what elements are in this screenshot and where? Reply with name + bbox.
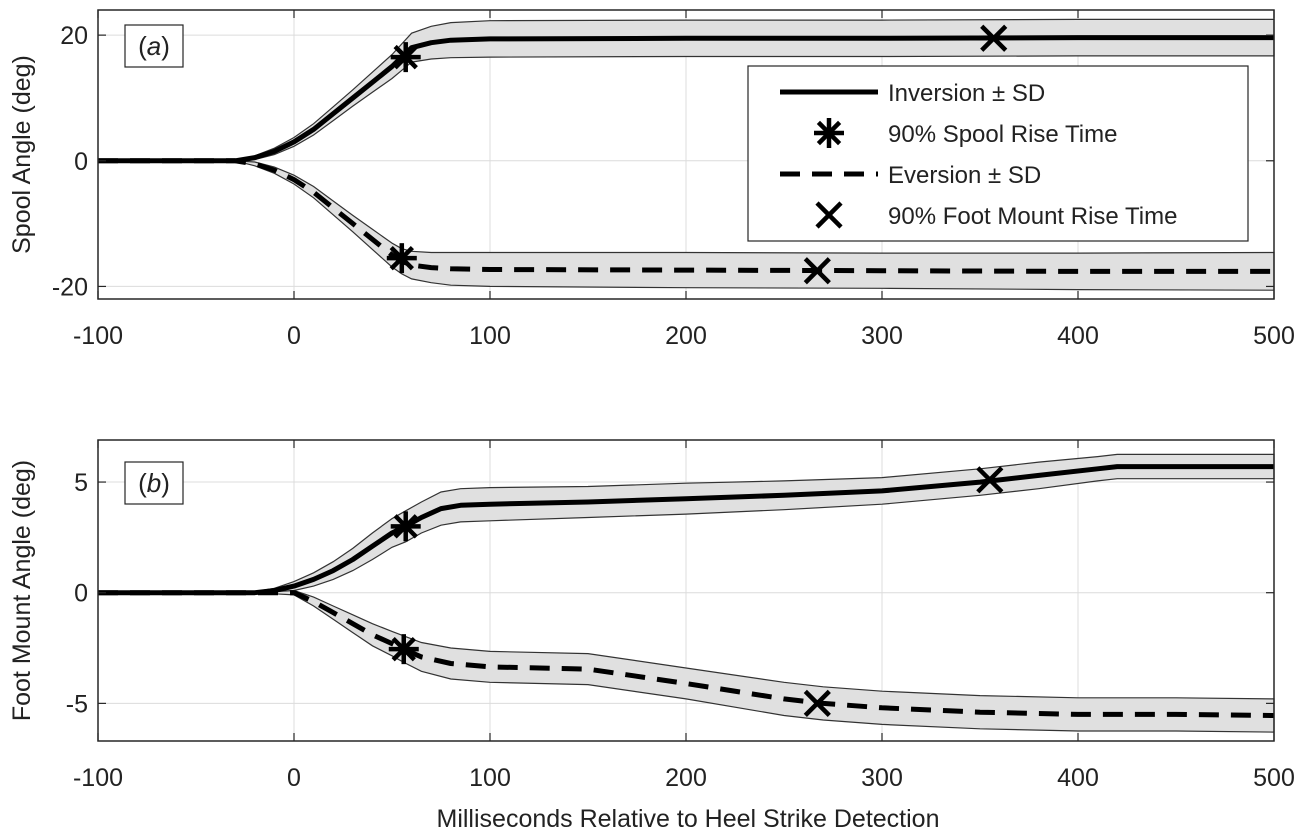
panel-label-letter: b [147,468,161,498]
x-tick-label: 200 [665,764,707,792]
panel-label: (b) [138,468,170,498]
x-tick-label: 300 [861,322,903,350]
panel-label-letter: a [147,31,161,61]
foot-mount-rise-marker-stroke [803,689,831,717]
panel-label-box [124,24,184,68]
foot-mount-rise-marker-stroke [976,466,1004,494]
spool-rise-marker-stroke [389,245,414,271]
x-tick-label: 400 [1057,764,1099,792]
foot-mount-rise-marker [803,257,831,285]
series-line-eversion [98,590,1275,718]
x-tick-label: 200 [665,322,707,350]
x-tick-label: 100 [469,322,511,350]
y-tick-label: 0 [74,148,88,176]
y-axis-title: Foot Mount Angle (deg) [8,460,36,721]
foot-mount-rise-marker-stroke [980,24,1008,52]
legend-entry-label: Inversion ± SD [888,80,1045,107]
x-tick-label: 100 [469,764,511,792]
foot-mount-rise-marker [803,689,831,717]
y-tick-label: -5 [66,690,88,718]
panel-label: (a) [138,31,170,61]
legend-entry-label: 90% Foot Mount Rise Time [888,203,1177,230]
spool-rise-marker-stroke [391,636,416,662]
y-tick-label: 5 [74,469,88,497]
x-tick-label: -100 [73,764,123,792]
x-tick-label: 400 [1057,322,1099,350]
x-tick-label: -100 [73,322,123,350]
spool-rise-marker-stroke [393,514,418,539]
foot-mount-rise-marker [976,466,1004,494]
panel-label-open: ( [138,31,147,61]
legend-swatch-x-icon-stroke [815,201,843,229]
foot-mount-rise-marker [980,24,1008,52]
legend: Inversion ± SD 90% Spool Rise Time Eversio… [747,65,1249,242]
panel-label-close: ) [161,468,170,498]
x-axis-title: Milliseconds Relative to Heel Strike Det… [437,805,940,833]
spool-rise-marker [388,634,419,665]
spool-rise-marker-stroke [393,44,418,70]
legend-entry-label: Eversion ± SD [888,162,1041,189]
panel-b: -100 0 100 200 300 400 500 -5 0 5 Foot Mount Angle… [8,439,1295,792]
y-tick-label: 20 [60,22,88,50]
legend-swatch-asterisk-icon [814,118,844,148]
x-tick-label: 500 [1253,322,1295,350]
legend-swatch-asterisk-icon-stroke [816,120,842,146]
x-tick-label: 300 [861,764,903,792]
spool-rise-marker [390,511,421,542]
spool-rise-marker [390,42,421,73]
y-axis-title: Spool Angle (deg) [8,55,36,254]
panel-a: -100 0 100 200 300 400 500 -20 0 20 Spool Angle (d… [8,9,1295,350]
y-tick-label: -20 [52,273,88,301]
spool-rise-marker [386,243,417,274]
x-tick-label: 500 [1253,764,1295,792]
foot-mount-rise-marker-stroke [803,257,831,285]
panel-label-close: ) [161,31,170,61]
x-tick-label: 0 [287,322,301,350]
legend-swatch-x-icon [815,201,843,229]
panel-label-box [124,461,184,505]
panel-label-open: ( [138,468,147,498]
legend-entry-label: 90% Spool Rise Time [888,121,1117,148]
series-line-inversion [98,35,1274,164]
series-line-eversion [98,158,1274,274]
y-tick-label: 0 [74,580,88,608]
x-tick-label: 0 [287,764,301,792]
